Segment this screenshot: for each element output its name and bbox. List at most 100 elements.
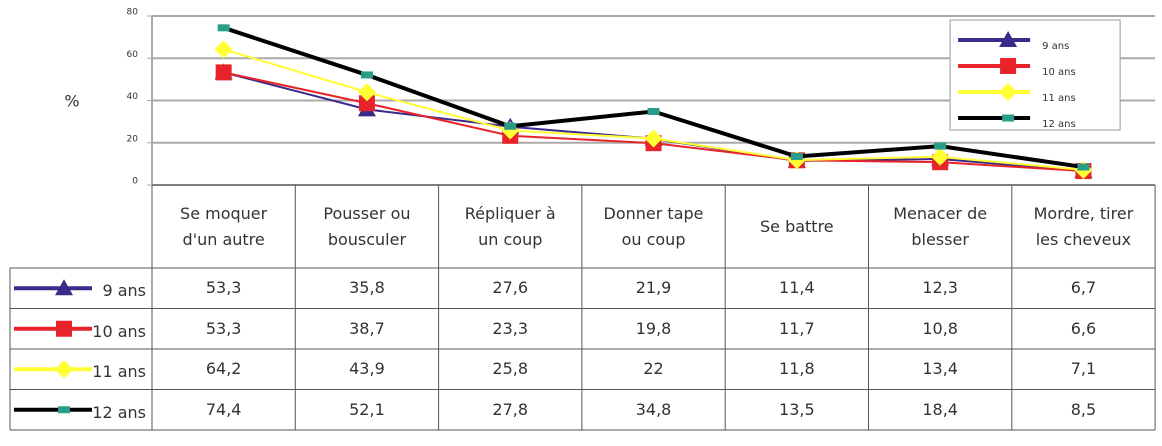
table-value: 74,4 <box>152 390 295 431</box>
table-value-text: 64,2 <box>205 359 242 379</box>
table-value-text: 10,8 <box>922 318 958 338</box>
category-header: Se moquer d'un autre <box>152 185 295 268</box>
row-name-text: 11 ans <box>92 362 146 382</box>
series <box>217 24 1090 171</box>
table-value-text: 11,7 <box>779 318 815 338</box>
table-value: 43,9 <box>295 349 438 390</box>
marker <box>55 360 73 379</box>
row-name-text: 9 ans <box>102 281 146 301</box>
category-header-text: Donner tape ou coup <box>603 203 704 249</box>
category-header-text: Mordre, tirer les cheveux <box>1033 203 1134 249</box>
marker <box>217 24 230 32</box>
category-header-text: Se battre <box>759 216 834 236</box>
table-value-text: 35,8 <box>349 278 385 298</box>
table-value-text: 25,8 <box>492 359 529 379</box>
table-value: 34,8 <box>582 390 725 431</box>
marker <box>934 142 947 150</box>
table-value: 11,7 <box>725 309 868 350</box>
table-value: 11,8 <box>725 349 868 390</box>
table-value-text: 22 <box>643 359 664 379</box>
marker <box>56 320 72 337</box>
marker <box>55 279 73 296</box>
table-value-text: 43,9 <box>349 359 385 379</box>
table-value-text: 21,9 <box>635 278 672 298</box>
marker <box>504 122 517 130</box>
category-header: Pousser ou bousculer <box>295 185 438 268</box>
table-value-text: 8,5 <box>1070 399 1097 419</box>
table-value-text: 12,3 <box>922 278 958 298</box>
table-value: 35,8 <box>295 268 438 309</box>
marker <box>999 31 1018 47</box>
legend-label: 9 ans <box>1042 41 1069 52</box>
y-tick-label: 80 <box>127 8 139 18</box>
table-value: 64,2 <box>152 349 295 390</box>
table-value: 6,6 <box>1012 309 1155 350</box>
table-value: 27,8 <box>439 390 582 431</box>
table-value-text: 23,3 <box>492 318 529 338</box>
table-value: 22 <box>582 349 725 390</box>
table-value-text: 52,1 <box>349 399 385 419</box>
table-value: 13,4 <box>869 349 1012 390</box>
table-value: 25,8 <box>439 349 582 390</box>
table-value-text: 18,4 <box>922 399 958 419</box>
legend-label: 11 ans <box>1042 93 1076 104</box>
legend-box <box>949 19 1121 131</box>
table-value: 38,7 <box>295 309 438 350</box>
marker <box>931 147 950 166</box>
table-value: 23,3 <box>439 309 582 350</box>
category-header: Mordre, tirer les cheveux <box>1012 185 1155 268</box>
legend-label: 10 ans <box>1042 67 1076 78</box>
category-header: Se battre <box>725 185 868 268</box>
category-header-text: Pousser ou bousculer <box>323 203 411 249</box>
table-value-text: 74,4 <box>205 399 242 419</box>
table-value-text: 6,6 <box>1070 318 1097 338</box>
table-value-text: 19,8 <box>635 318 672 338</box>
table-value: 10,8 <box>869 309 1012 350</box>
row-name: 9 ans <box>10 274 152 309</box>
marker <box>1002 114 1015 122</box>
marker <box>360 71 373 79</box>
legend-label: 12 ans <box>1042 119 1076 130</box>
y-axis-label: % <box>64 92 79 111</box>
row-name: 11 ans <box>10 355 152 390</box>
category-header-text: Répliquer à un coup <box>464 203 556 249</box>
category-header-text: Se moquer d'un autre <box>180 203 268 249</box>
y-tick-label: 40 <box>127 92 139 102</box>
marker <box>58 406 70 414</box>
table-value-text: 53,3 <box>205 278 242 298</box>
table-value-text: 27,8 <box>492 399 529 419</box>
marker <box>999 83 1018 101</box>
table-value: 13,5 <box>725 390 868 431</box>
marker <box>1077 163 1090 171</box>
table-value: 19,8 <box>582 309 725 350</box>
table-value: 52,1 <box>295 390 438 431</box>
marker <box>358 95 375 112</box>
category-header-text: Menacer de blesser <box>893 203 988 249</box>
table-value-text: 6,7 <box>1070 278 1097 298</box>
marker <box>647 107 660 115</box>
table-value: 18,4 <box>869 390 1012 431</box>
table-value: 21,9 <box>582 268 725 309</box>
table-value: 53,3 <box>152 309 295 350</box>
marker <box>214 40 233 59</box>
marker <box>215 64 232 81</box>
table-value: 11,4 <box>725 268 868 309</box>
table-value: 7,1 <box>1012 349 1155 390</box>
row-name-text: 12 ans <box>92 402 146 422</box>
table-value-text: 11,4 <box>779 278 815 298</box>
table-value-text: 13,4 <box>922 359 958 379</box>
row-name: 10 ans <box>10 315 152 350</box>
table-value-text: 38,7 <box>349 318 385 338</box>
row-name: 12 ans <box>10 396 152 431</box>
category-header: Menacer de blesser <box>869 185 1012 268</box>
table-value-text: 27,6 <box>492 278 529 298</box>
marker <box>790 152 803 160</box>
table-value: 27,6 <box>439 268 582 309</box>
marker <box>644 129 663 148</box>
table-value-text: 34,8 <box>635 399 672 419</box>
row-name-text: 10 ans <box>92 321 146 341</box>
y-tick-label: 60 <box>127 50 139 60</box>
table-value-text: 7,1 <box>1070 359 1097 379</box>
